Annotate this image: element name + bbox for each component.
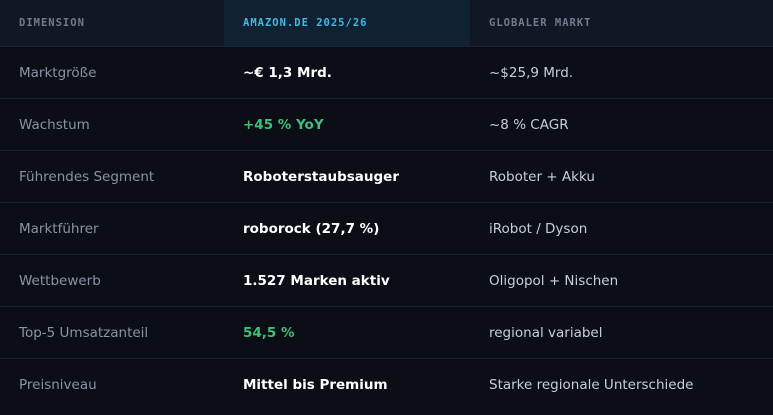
dimension-cell: Marktgröße	[19, 64, 97, 81]
table-row: Wettbewerb 1.527 Marken aktiv Oligopol +…	[0, 255, 773, 307]
table-row: Preisniveau Mittel bis Premium Starke re…	[0, 359, 773, 410]
global-cell: Roboter + Akku	[489, 168, 595, 185]
amazon-cell: 1.527 Marken aktiv	[243, 272, 390, 289]
dimension-cell: Top-5 Umsatzanteil	[19, 324, 149, 341]
amazon-cell: Mittel bis Premium	[243, 376, 388, 393]
dimension-cell: Führendes Segment	[19, 168, 155, 185]
dimension-cell: Preisniveau	[19, 376, 97, 393]
table-row: Führendes Segment Roboterstaubsauger Rob…	[0, 151, 773, 203]
table-header: DIMENSION AMAZON.DE 2025/26 GLOBALER MAR…	[0, 0, 773, 47]
dimension-cell: Wachstum	[19, 116, 90, 133]
global-cell: iRobot / Dyson	[489, 220, 588, 237]
amazon-cell: Roboterstaubsauger	[243, 168, 399, 185]
dimension-cell: Wettbewerb	[19, 272, 101, 289]
global-cell: Starke regionale Unterschiede	[489, 376, 694, 393]
amazon-cell: 54,5 %	[243, 324, 295, 341]
global-cell: Oligopol + Nischen	[489, 272, 619, 289]
table-row: Marktführer roborock (27,7 %) iRobot / D…	[0, 203, 773, 255]
table-row: Wachstum +45 % YoY ~8 % CAGR	[0, 99, 773, 151]
amazon-cell: roborock (27,7 %)	[243, 220, 380, 237]
global-cell: regional variabel	[489, 324, 603, 341]
global-cell: ~8 % CAGR	[489, 116, 569, 133]
table-row: Marktgröße ~€ 1,3 Mrd. ~$25,9 Mrd.	[0, 47, 773, 99]
table-row: Top-5 Umsatzanteil 54,5 % regional varia…	[0, 307, 773, 359]
amazon-cell: +45 % YoY	[243, 116, 324, 133]
global-cell: ~$25,9 Mrd.	[489, 64, 574, 81]
dimension-cell: Marktführer	[19, 220, 99, 237]
amazon-cell: ~€ 1,3 Mrd.	[243, 64, 332, 81]
header-amazon: AMAZON.DE 2025/26	[224, 0, 470, 46]
header-global: GLOBALER MARKT	[470, 0, 773, 46]
header-dimension: DIMENSION	[0, 0, 224, 46]
